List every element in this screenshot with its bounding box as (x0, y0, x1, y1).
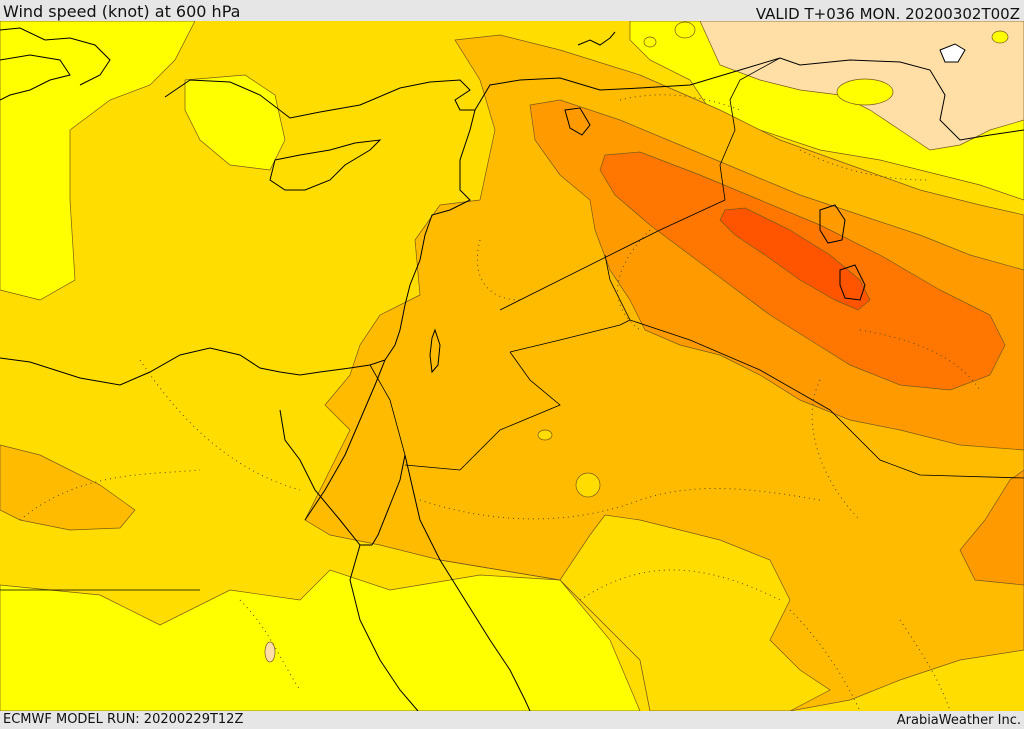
dead-sea (429, 328, 441, 374)
band-core (719, 207, 871, 311)
spot-small-1 (537, 429, 553, 441)
band-lightest-northwest (0, 21, 196, 301)
band-lightest-cyprus-area (184, 74, 286, 171)
chart-title: Wind speed (knot) at 600 hPa (3, 2, 241, 21)
model-run-label: ECMWF MODEL RUN: 20200229T12Z (3, 712, 244, 727)
dotted-contours (19, 94, 981, 711)
footer-bar: ECMWF MODEL RUN: 20200229T12Z ArabiaWeat… (0, 711, 1024, 729)
credit-label: ArabiaWeather Inc. (896, 713, 1021, 728)
red-sea-east (404, 454, 531, 711)
cyprus (269, 139, 382, 191)
north-shore-bits (577, 31, 616, 46)
lake-van (819, 204, 846, 244)
spot-small-6 (264, 641, 276, 663)
wind-speed-map (0, 21, 1024, 711)
band-lightest-south (0, 569, 641, 711)
political-borders (0, 57, 1024, 591)
turkey-south-coast (164, 79, 475, 119)
red-sea-west (349, 544, 419, 711)
pale-spot (836, 78, 894, 106)
spot-small-3 (643, 36, 657, 48)
border-syria-iraq (499, 199, 726, 311)
turkey-north-border (474, 57, 1024, 141)
border-israel (369, 364, 406, 456)
north-africa-coast (0, 347, 386, 386)
caspian-tip (939, 43, 966, 63)
band-orange-southeast (959, 469, 1024, 586)
lake-urmia (839, 264, 866, 301)
gulf-of-aqaba (371, 454, 406, 546)
border-iraq-saudi (604, 254, 631, 321)
spot-small-4 (674, 21, 696, 39)
aegean-islands (0, 54, 71, 101)
border-jordan-saudi (404, 351, 561, 471)
spot-small-2 (575, 472, 601, 498)
levant-coast (384, 109, 476, 361)
band-mid-southwest (0, 444, 136, 531)
valid-time-label: VALID T+036 MON. 20200302T00Z (755, 5, 1020, 23)
border-iraq-kuwait (629, 319, 1024, 479)
tigris-lake (564, 107, 591, 136)
border-iraq-east (719, 57, 781, 201)
spot-small-5 (991, 30, 1009, 44)
border-syria-jordan (509, 319, 631, 353)
coastlines (0, 27, 1024, 711)
header-bar: Wind speed (knot) at 600 hPa VALID T+036… (0, 0, 1024, 23)
sinai-west (304, 359, 386, 521)
northwest-coast (0, 27, 111, 86)
band-light-south-interior (439, 514, 831, 711)
